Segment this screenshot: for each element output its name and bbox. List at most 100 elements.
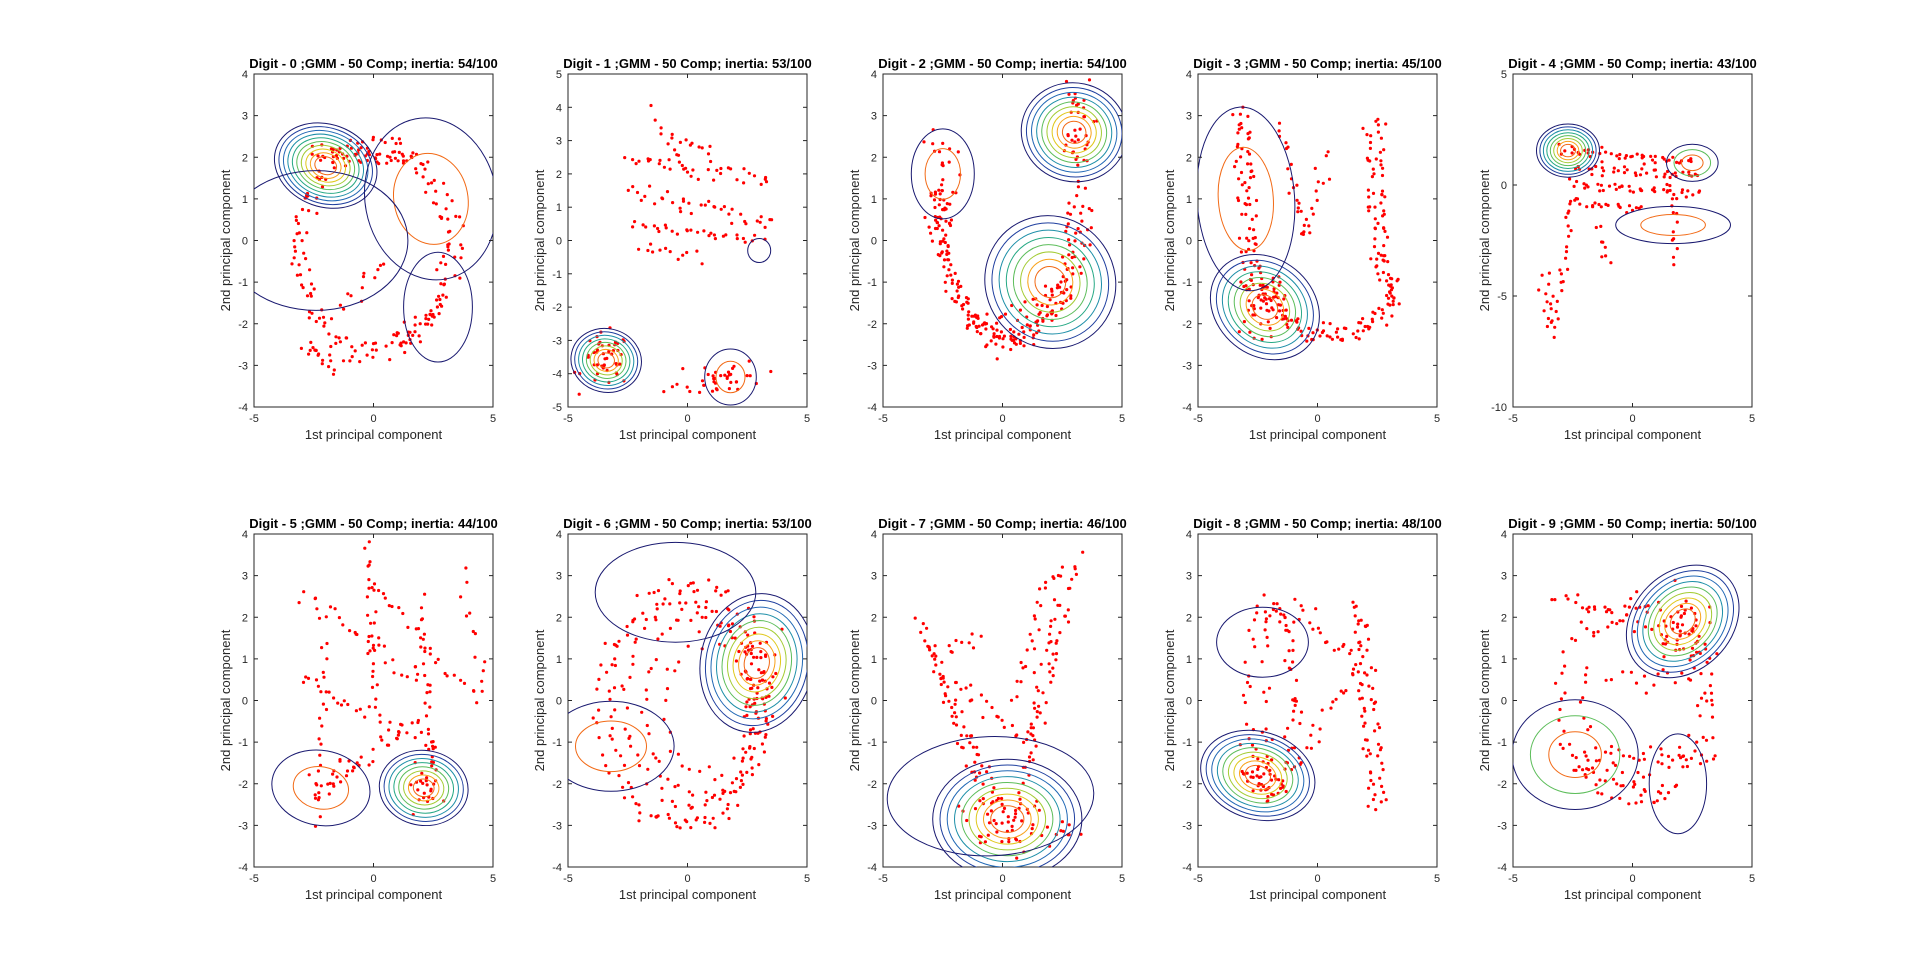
scatter-point xyxy=(392,333,396,337)
scatter-point xyxy=(603,357,607,361)
scatter-point xyxy=(742,167,746,171)
scatter-point xyxy=(1272,287,1276,291)
scatter-point xyxy=(1553,598,1557,602)
scatter-point xyxy=(668,602,672,606)
scatter-point xyxy=(431,201,436,205)
scatter-point xyxy=(1653,168,1657,172)
contour-level xyxy=(585,341,627,379)
scatter-point xyxy=(1266,644,1270,648)
scatter-point xyxy=(1048,298,1052,302)
scatter-point xyxy=(703,803,707,807)
scatter-point xyxy=(305,294,310,298)
scatter-point xyxy=(1585,205,1589,209)
y-tick-label: -4 xyxy=(1182,402,1192,414)
scatter-point xyxy=(1291,660,1295,664)
scatter-point xyxy=(1313,166,1317,170)
scatter-point xyxy=(1575,179,1579,184)
axis-ticks: -5 0 5-10-505 xyxy=(1491,69,1755,425)
scatter-point xyxy=(673,669,677,673)
y-tick-label: -10 xyxy=(1491,402,1507,414)
contour-level xyxy=(939,764,1076,867)
scatter-point xyxy=(1660,762,1664,766)
scatter-point xyxy=(430,323,434,327)
contour-level xyxy=(732,633,782,693)
scatter-point xyxy=(976,753,981,757)
scatter-point xyxy=(752,746,756,751)
y-tick-label: 4 xyxy=(1186,69,1192,81)
scatter-point xyxy=(641,611,645,615)
scatter-point xyxy=(613,708,617,712)
scatter-point xyxy=(607,349,611,354)
scatter-point xyxy=(703,203,707,207)
scatter-point xyxy=(1627,204,1632,208)
scatter-point xyxy=(1710,672,1714,676)
scatter-point xyxy=(1237,236,1242,240)
scatter-point xyxy=(1243,202,1247,206)
plot-area xyxy=(886,550,1095,867)
y-tick-label: -2 xyxy=(552,779,562,791)
scatter-point xyxy=(431,760,435,765)
scatter-point xyxy=(1585,607,1589,611)
scatter-point xyxy=(689,228,693,232)
scatter-point xyxy=(1065,288,1069,292)
scatter-point xyxy=(1653,154,1657,158)
scatter-point xyxy=(428,646,432,651)
scatter-point xyxy=(1318,631,1322,635)
scatter-point xyxy=(423,646,427,650)
scatter-point xyxy=(1262,690,1266,694)
y-tick-label: 4 xyxy=(556,102,562,114)
scatter-point xyxy=(712,380,716,384)
contour-level xyxy=(1046,106,1102,159)
scatter-point xyxy=(1617,185,1622,189)
scatter-point xyxy=(770,685,774,690)
scatter-point xyxy=(319,742,323,746)
contour-level xyxy=(393,762,455,814)
contour-level xyxy=(254,170,409,311)
scatter-point xyxy=(751,727,755,731)
scatter-point xyxy=(673,821,678,825)
x-tick-label: -5 xyxy=(563,413,573,425)
scatter-point xyxy=(645,723,649,728)
scatter-point xyxy=(1028,324,1032,328)
scatter-point xyxy=(1660,783,1664,788)
scatter-point xyxy=(415,171,419,175)
scatter-point xyxy=(1264,727,1268,731)
scatter-point xyxy=(1672,192,1676,197)
scatter-point xyxy=(395,334,399,338)
scatter-point xyxy=(1604,254,1608,258)
scatter-point xyxy=(1564,256,1568,260)
scatter-point xyxy=(696,177,700,181)
scatter-point xyxy=(1691,193,1695,197)
scatter-point xyxy=(1679,756,1683,760)
scatter-point xyxy=(1381,311,1385,315)
scatter-point xyxy=(1023,300,1027,304)
scatter-point xyxy=(369,621,373,625)
x-axis-label: 1st principal component xyxy=(1564,887,1702,902)
scatter-point xyxy=(1082,257,1086,261)
scatter-point xyxy=(1687,632,1691,636)
scatter-point xyxy=(945,202,949,206)
scatter-point xyxy=(1603,750,1608,754)
contour-level xyxy=(1653,591,1713,651)
scatter-point xyxy=(1594,783,1598,787)
x-tick-label: 0 xyxy=(999,413,1005,425)
scatter-point xyxy=(1250,770,1255,774)
contour-level xyxy=(300,144,351,187)
scatter-point xyxy=(462,681,467,686)
scatter-point xyxy=(305,231,309,235)
scatter-point xyxy=(932,198,937,202)
scatter-point xyxy=(302,251,306,255)
scatter-point xyxy=(341,623,345,627)
scatter-point xyxy=(665,687,670,691)
scatter-point xyxy=(975,330,979,334)
scatter-point xyxy=(402,340,406,344)
scatter-point xyxy=(750,686,754,690)
scatter-point xyxy=(446,245,450,249)
scatter-point xyxy=(1269,778,1274,782)
scatter-point xyxy=(441,254,446,258)
scatter-point xyxy=(680,764,684,768)
scatter-point xyxy=(1382,148,1386,152)
scatter-point xyxy=(421,175,425,179)
